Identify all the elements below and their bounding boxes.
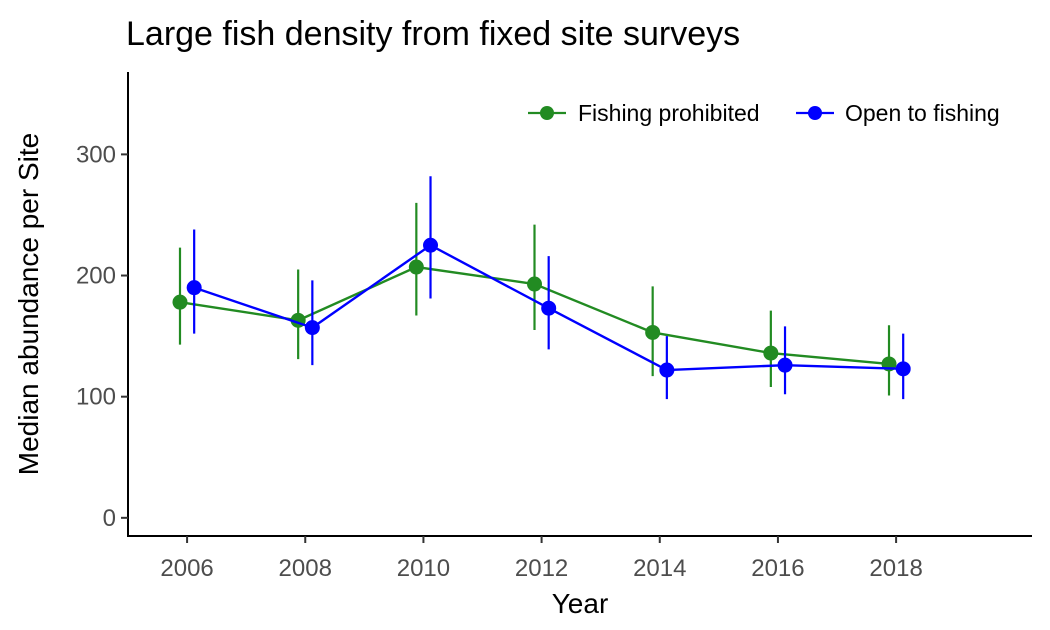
x-tick-label: 2006 <box>160 555 213 582</box>
y-ticks: 0 100 200 300 <box>76 141 128 532</box>
y-tick-label: 200 <box>76 263 116 290</box>
y-tick-label: 300 <box>76 141 116 168</box>
y-tick-label: 0 <box>103 505 116 532</box>
legend-label-fishing-prohibited: Fishing prohibited <box>578 100 760 126</box>
x-ticks: 2006 2008 2010 2012 2014 2016 2018 <box>160 536 923 582</box>
y-tick-label: 100 <box>76 384 116 411</box>
x-tick-label: 2018 <box>869 555 922 582</box>
data-point <box>408 259 424 275</box>
data-point <box>777 357 793 373</box>
data-point <box>527 276 543 292</box>
data-point <box>763 345 779 361</box>
data-point <box>304 320 320 336</box>
data-point <box>895 361 911 377</box>
series-open-to-fishing <box>186 176 911 400</box>
data-point <box>541 300 557 316</box>
x-tick-label: 2008 <box>279 555 332 582</box>
legend-label-open-to-fishing: Open to fishing <box>845 100 1000 126</box>
data-point <box>645 324 661 340</box>
x-axis-title: Year <box>552 588 609 619</box>
x-tick-label: 2012 <box>515 555 568 582</box>
axes <box>127 72 1032 537</box>
series-fishing-prohibited <box>172 202 897 396</box>
x-tick-label: 2014 <box>633 555 686 582</box>
data-point <box>172 294 188 310</box>
x-tick-label: 2016 <box>751 555 804 582</box>
legend: Fishing prohibited Open to fishing <box>528 100 1000 126</box>
data-point <box>186 280 202 296</box>
series-layer <box>172 176 911 400</box>
chart-title: Large fish density from fixed site surve… <box>126 15 740 53</box>
x-tick-label: 2010 <box>397 555 450 582</box>
y-axis-title: Median abundance per Site <box>13 133 44 475</box>
legend-swatch-dot-open-to-fishing <box>808 106 822 120</box>
legend-swatch-dot-fishing-prohibited <box>540 106 554 120</box>
data-point <box>423 237 439 253</box>
data-point <box>659 362 675 378</box>
